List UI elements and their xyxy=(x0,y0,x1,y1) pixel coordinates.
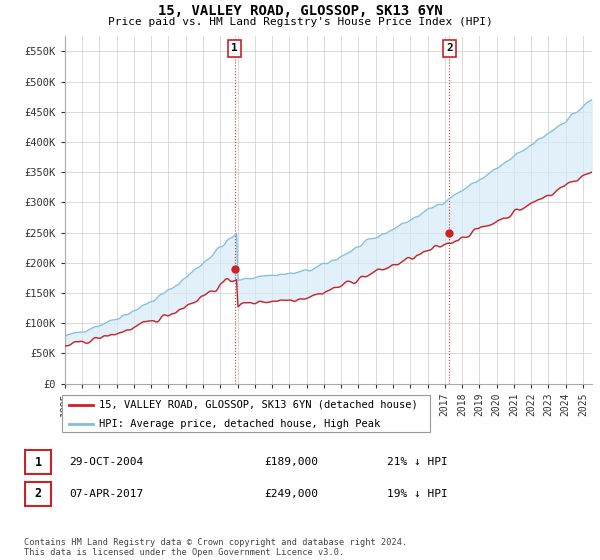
FancyBboxPatch shape xyxy=(62,395,430,432)
Text: 07-APR-2017: 07-APR-2017 xyxy=(69,489,143,499)
Text: Price paid vs. HM Land Registry's House Price Index (HPI): Price paid vs. HM Land Registry's House … xyxy=(107,17,493,27)
Text: 2: 2 xyxy=(446,44,453,53)
Text: 29-OCT-2004: 29-OCT-2004 xyxy=(69,457,143,467)
Text: 21% ↓ HPI: 21% ↓ HPI xyxy=(387,457,448,467)
Text: 15, VALLEY ROAD, GLOSSOP, SK13 6YN (detached house): 15, VALLEY ROAD, GLOSSOP, SK13 6YN (deta… xyxy=(99,400,418,409)
FancyBboxPatch shape xyxy=(25,450,52,474)
Text: 1: 1 xyxy=(35,455,42,469)
Text: Contains HM Land Registry data © Crown copyright and database right 2024.
This d: Contains HM Land Registry data © Crown c… xyxy=(24,538,407,557)
Text: HPI: Average price, detached house, High Peak: HPI: Average price, detached house, High… xyxy=(99,419,380,429)
Text: 2: 2 xyxy=(35,487,42,501)
FancyBboxPatch shape xyxy=(25,482,52,506)
Text: 19% ↓ HPI: 19% ↓ HPI xyxy=(387,489,448,499)
Text: £249,000: £249,000 xyxy=(264,489,318,499)
Text: £189,000: £189,000 xyxy=(264,457,318,467)
Text: 15, VALLEY ROAD, GLOSSOP, SK13 6YN: 15, VALLEY ROAD, GLOSSOP, SK13 6YN xyxy=(158,4,442,18)
Text: 1: 1 xyxy=(231,44,238,53)
